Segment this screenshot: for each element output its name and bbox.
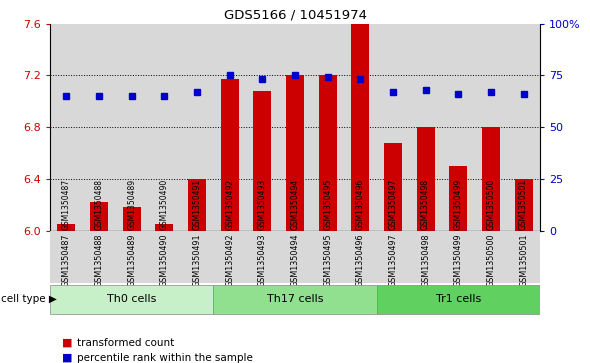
Text: ■: ■ (62, 338, 73, 348)
Bar (449, 166, 467, 231)
Bar (312, 24, 344, 231)
Bar (123, 207, 141, 231)
Text: GSM1350494: GSM1350494 (290, 179, 300, 230)
Text: ■: ■ (62, 352, 73, 363)
Bar (214, 285, 376, 314)
Text: GSM1350490: GSM1350490 (160, 179, 169, 230)
Bar (181, 231, 214, 283)
Text: GSM1350500: GSM1350500 (486, 233, 496, 287)
Text: GSM1350488: GSM1350488 (94, 233, 104, 286)
Bar (50, 285, 214, 314)
Bar (57, 224, 76, 231)
Bar (83, 24, 116, 231)
Bar (417, 127, 435, 231)
Text: GSM1350495: GSM1350495 (323, 179, 332, 230)
Bar (214, 24, 246, 231)
Bar (116, 231, 148, 283)
Text: Th17 cells: Th17 cells (267, 294, 323, 305)
Text: GSM1350493: GSM1350493 (258, 233, 267, 287)
Text: GSM1350487: GSM1350487 (62, 179, 71, 230)
Text: GSM1350501: GSM1350501 (519, 233, 528, 287)
Bar (376, 285, 540, 314)
Text: GSM1350499: GSM1350499 (454, 179, 463, 230)
Bar (246, 231, 278, 283)
Text: GSM1350493: GSM1350493 (258, 179, 267, 230)
Text: GSM1350490: GSM1350490 (160, 233, 169, 287)
Bar (482, 127, 500, 231)
Bar (278, 24, 312, 231)
Bar (409, 231, 442, 283)
Bar (514, 179, 533, 231)
Bar (376, 24, 409, 231)
Text: GSM1350499: GSM1350499 (454, 233, 463, 287)
Bar (442, 231, 474, 283)
Bar (221, 79, 239, 231)
Text: Th0 cells: Th0 cells (107, 294, 156, 305)
Bar (116, 24, 148, 231)
Text: GSM1350491: GSM1350491 (192, 233, 202, 287)
Bar (312, 231, 344, 283)
Text: GSM1350496: GSM1350496 (356, 233, 365, 287)
Bar (344, 231, 376, 283)
Text: GSM1350501: GSM1350501 (519, 179, 528, 230)
Text: GSM1350498: GSM1350498 (421, 233, 430, 287)
Title: GDS5166 / 10451974: GDS5166 / 10451974 (224, 8, 366, 21)
Bar (214, 231, 246, 283)
Bar (90, 202, 108, 231)
Bar (351, 24, 369, 231)
Bar (148, 231, 181, 283)
Bar (181, 24, 214, 231)
Bar (474, 24, 507, 231)
Bar (188, 179, 206, 231)
Bar (83, 231, 116, 283)
Bar (384, 143, 402, 231)
Bar (319, 75, 337, 231)
Text: GSM1350495: GSM1350495 (323, 233, 332, 287)
Text: GSM1350497: GSM1350497 (388, 233, 398, 287)
Bar (409, 24, 442, 231)
Bar (253, 91, 271, 231)
Text: GSM1350492: GSM1350492 (225, 233, 234, 287)
Text: GSM1350500: GSM1350500 (486, 179, 496, 230)
Bar (376, 231, 409, 283)
Bar (148, 24, 181, 231)
Text: cell type ▶: cell type ▶ (1, 294, 57, 305)
Bar (507, 24, 540, 231)
Text: GSM1350492: GSM1350492 (225, 179, 234, 230)
Bar (155, 224, 173, 231)
Bar (442, 24, 474, 231)
Text: transformed count: transformed count (77, 338, 174, 348)
Bar (50, 231, 83, 283)
Text: GSM1350491: GSM1350491 (192, 179, 202, 230)
Bar (344, 24, 376, 231)
Text: GSM1350494: GSM1350494 (290, 233, 300, 287)
Text: GSM1350489: GSM1350489 (127, 233, 136, 287)
Bar (286, 75, 304, 231)
Bar (50, 24, 83, 231)
Text: GSM1350489: GSM1350489 (127, 179, 136, 230)
Text: GSM1350488: GSM1350488 (94, 179, 104, 230)
Text: GSM1350487: GSM1350487 (62, 233, 71, 287)
Bar (474, 231, 507, 283)
Text: GSM1350496: GSM1350496 (356, 179, 365, 230)
Text: GSM1350497: GSM1350497 (388, 179, 398, 230)
Bar (507, 231, 540, 283)
Text: percentile rank within the sample: percentile rank within the sample (77, 352, 253, 363)
Bar (278, 231, 312, 283)
Text: GSM1350498: GSM1350498 (421, 179, 430, 230)
Text: Tr1 cells: Tr1 cells (435, 294, 481, 305)
Bar (246, 24, 278, 231)
